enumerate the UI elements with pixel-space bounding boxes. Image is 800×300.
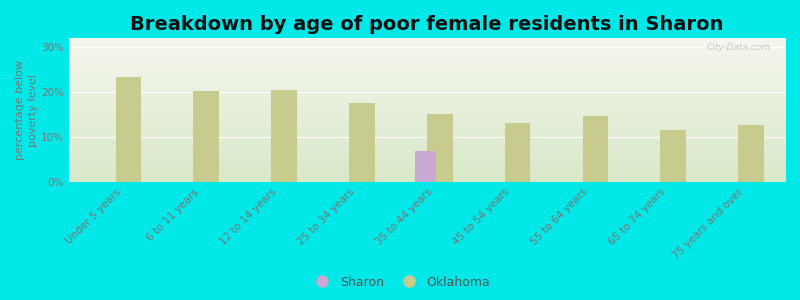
- Text: City-Data.com: City-Data.com: [706, 43, 770, 52]
- Title: Breakdown by age of poor female residents in Sharon: Breakdown by age of poor female resident…: [130, 15, 724, 34]
- Bar: [582, 116, 608, 182]
- Bar: [505, 123, 530, 182]
- Bar: [349, 103, 374, 182]
- Bar: [738, 125, 764, 182]
- Bar: [415, 151, 436, 182]
- Bar: [115, 76, 142, 182]
- Y-axis label: percentage below
poverty level: percentage below poverty level: [15, 60, 38, 160]
- Bar: [661, 130, 686, 182]
- Bar: [194, 92, 219, 182]
- Bar: [427, 114, 453, 182]
- Bar: [271, 90, 297, 182]
- Legend: Sharon, Oklahoma: Sharon, Oklahoma: [305, 271, 495, 294]
